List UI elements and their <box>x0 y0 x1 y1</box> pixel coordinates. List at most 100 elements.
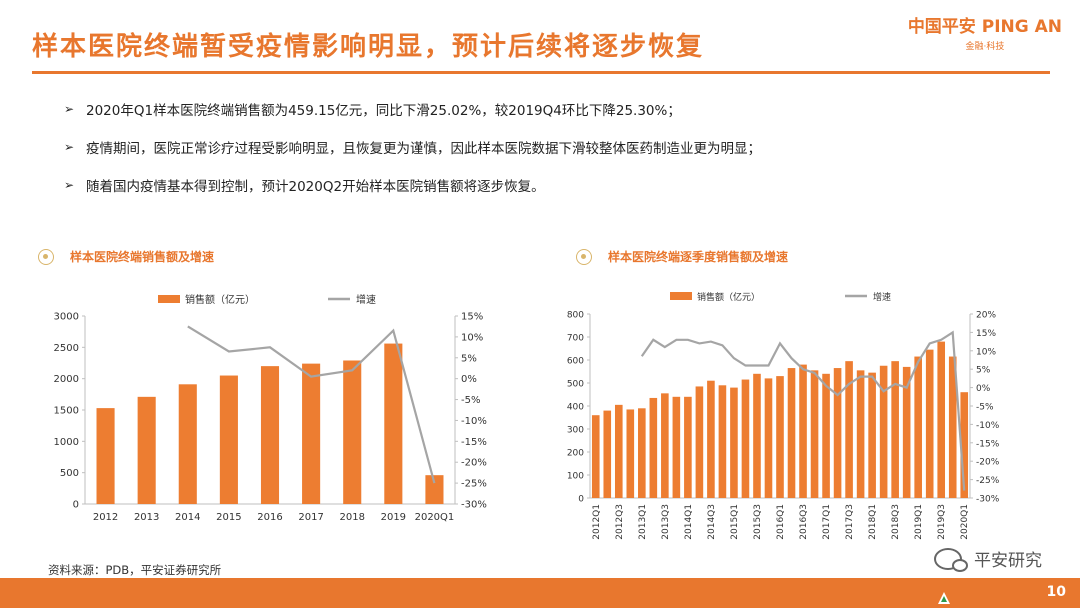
left-tick-label: 600 <box>567 357 584 367</box>
x-tick-label: 2016 <box>257 512 282 523</box>
x-tick-label: 2020Q1 <box>960 504 970 540</box>
chart2-title: 样本医院终端逐季度销售额及增速 <box>608 250 789 264</box>
page-number: 10 <box>1046 584 1066 600</box>
bar <box>343 360 362 504</box>
bar <box>638 408 646 498</box>
left-tick-label: 500 <box>60 468 79 479</box>
x-tick-label: 2020Q1 <box>415 512 455 523</box>
left-tick-label: 400 <box>567 403 584 413</box>
bar <box>891 361 899 498</box>
right-tick-label: -30% <box>976 495 1000 505</box>
right-tick-label: -5% <box>461 395 480 406</box>
left-tick-label: 300 <box>567 426 584 436</box>
x-tick-label: 2017 <box>298 512 323 523</box>
bar <box>96 408 115 504</box>
target-icon <box>576 248 592 265</box>
right-tick-label: 5% <box>976 366 991 376</box>
x-tick-label: 2014Q3 <box>707 504 717 540</box>
bar <box>384 343 403 504</box>
x-tick-label: 2013Q3 <box>661 504 671 540</box>
x-tick-label: 2019Q3 <box>937 504 947 540</box>
bullet-text: 随着国内疫情基本得到控制，预计2020Q2开始样本医院销售额将逐步恢复。 <box>86 179 545 195</box>
x-tick-label: 2015Q3 <box>753 504 763 540</box>
bar <box>614 404 623 498</box>
bar <box>948 356 957 498</box>
right-tick-label: -15% <box>461 437 487 448</box>
bar <box>626 409 635 498</box>
x-tick-label: 2015 <box>216 512 241 523</box>
bar <box>137 396 156 504</box>
bar <box>684 396 692 498</box>
pingan-mark-icon <box>938 592 950 604</box>
right-tick-label: -5% <box>976 403 994 413</box>
source-note: 资料来源：PDB，平安证券研究所 <box>48 563 222 577</box>
x-tick-label: 2014 <box>175 512 200 523</box>
bar <box>856 370 865 498</box>
legend-bar-label: 销售额（亿元） <box>697 291 760 303</box>
bullet-item: ➢ 2020年Q1样本医院终端销售额为459.15亿元，同比下滑25.02%，较… <box>64 90 761 128</box>
bar <box>776 376 784 498</box>
x-tick-label: 2012 <box>93 512 118 523</box>
wechat-watermark: 平安研究 <box>934 546 1042 572</box>
left-tick-label: 200 <box>567 449 584 459</box>
legend-bar-swatch <box>158 295 180 303</box>
bullet-item: ➢ 随着国内疫情基本得到控制，预计2020Q2开始样本医院销售额将逐步恢复。 <box>64 166 761 204</box>
right-tick-label: 10% <box>461 332 483 343</box>
bar <box>925 349 934 498</box>
right-tick-label: -25% <box>461 479 487 490</box>
right-tick-label: -20% <box>461 458 487 469</box>
chart2-header: 样本医院终端逐季度销售额及增速 <box>576 248 788 265</box>
bar <box>787 368 796 498</box>
right-tick-label: -20% <box>976 458 1000 468</box>
x-tick-label: 2018Q3 <box>891 504 901 540</box>
left-tick-label: 1500 <box>54 406 79 417</box>
bar <box>868 372 876 498</box>
annual-sales-chart: 0 500 1000 1500 2000 2500 3000 -30% -25% -20% -15%… <box>54 293 487 523</box>
arrow-bullet-icon: ➢ <box>64 102 75 116</box>
arrow-bullet-icon: ➢ <box>64 140 75 154</box>
chart1-title: 样本医院终端销售额及增速 <box>70 250 215 264</box>
bar <box>902 366 911 498</box>
bar <box>695 386 704 498</box>
legend-line-label: 增速 <box>873 291 891 303</box>
right-tick-label: 10% <box>976 347 996 357</box>
growth-line <box>187 325 436 484</box>
bar <box>591 415 600 498</box>
bar <box>914 356 922 498</box>
right-tick-label: 15% <box>976 329 996 339</box>
left-tick-label: 800 <box>567 311 584 321</box>
left-tick-label: 100 <box>567 472 584 482</box>
right-tick-label: 0% <box>461 374 477 385</box>
bar <box>425 475 444 504</box>
bar <box>219 375 238 504</box>
right-tick-label: 20% <box>976 311 996 321</box>
left-tick-label: 2000 <box>54 374 79 385</box>
bar <box>833 368 842 498</box>
bar <box>937 341 946 498</box>
bar <box>845 361 853 498</box>
growth-line <box>640 330 966 491</box>
x-tick-label: 2016Q3 <box>799 504 809 540</box>
bullet-text: 疫情期间，医院正常诊疗过程受影响明显，且恢复更为谨慎，因此样本医院数据下滑较整体… <box>86 141 761 157</box>
page-title: 样本医院终端暂受疫情影响明显，预计后续将逐步恢复 <box>32 32 705 62</box>
x-tick-label: 2017Q1 <box>822 504 832 540</box>
right-tick-label: 5% <box>461 353 477 364</box>
bullet-list: ➢ 2020年Q1样本医院终端销售额为459.15亿元，同比下滑25.02%，较… <box>64 90 761 204</box>
bar <box>649 397 658 498</box>
wechat-icon <box>934 547 968 572</box>
x-tick-label: 2018 <box>339 512 364 523</box>
footer-bar <box>0 578 1080 608</box>
right-tick-label: -10% <box>976 421 1000 431</box>
left-tick-label: 1000 <box>54 437 79 448</box>
bullet-item: ➢ 疫情期间，医院正常诊疗过程受影响明显，且恢复更为谨慎，因此样本医院数据下滑较… <box>64 128 761 166</box>
bar <box>753 373 761 498</box>
x-tick-label: 2019Q1 <box>914 504 924 540</box>
bar <box>741 379 750 498</box>
bullet-text: 2020年Q1样本医院终端销售额为459.15亿元，同比下滑25.02%，较20… <box>86 103 681 119</box>
bar <box>960 392 969 498</box>
left-tick-label: 500 <box>567 380 584 390</box>
legend-line-label: 增速 <box>356 293 376 306</box>
x-tick-label: 2013Q1 <box>638 504 648 540</box>
title-underline <box>32 71 1050 74</box>
x-tick-label: 2012Q3 <box>615 504 625 540</box>
